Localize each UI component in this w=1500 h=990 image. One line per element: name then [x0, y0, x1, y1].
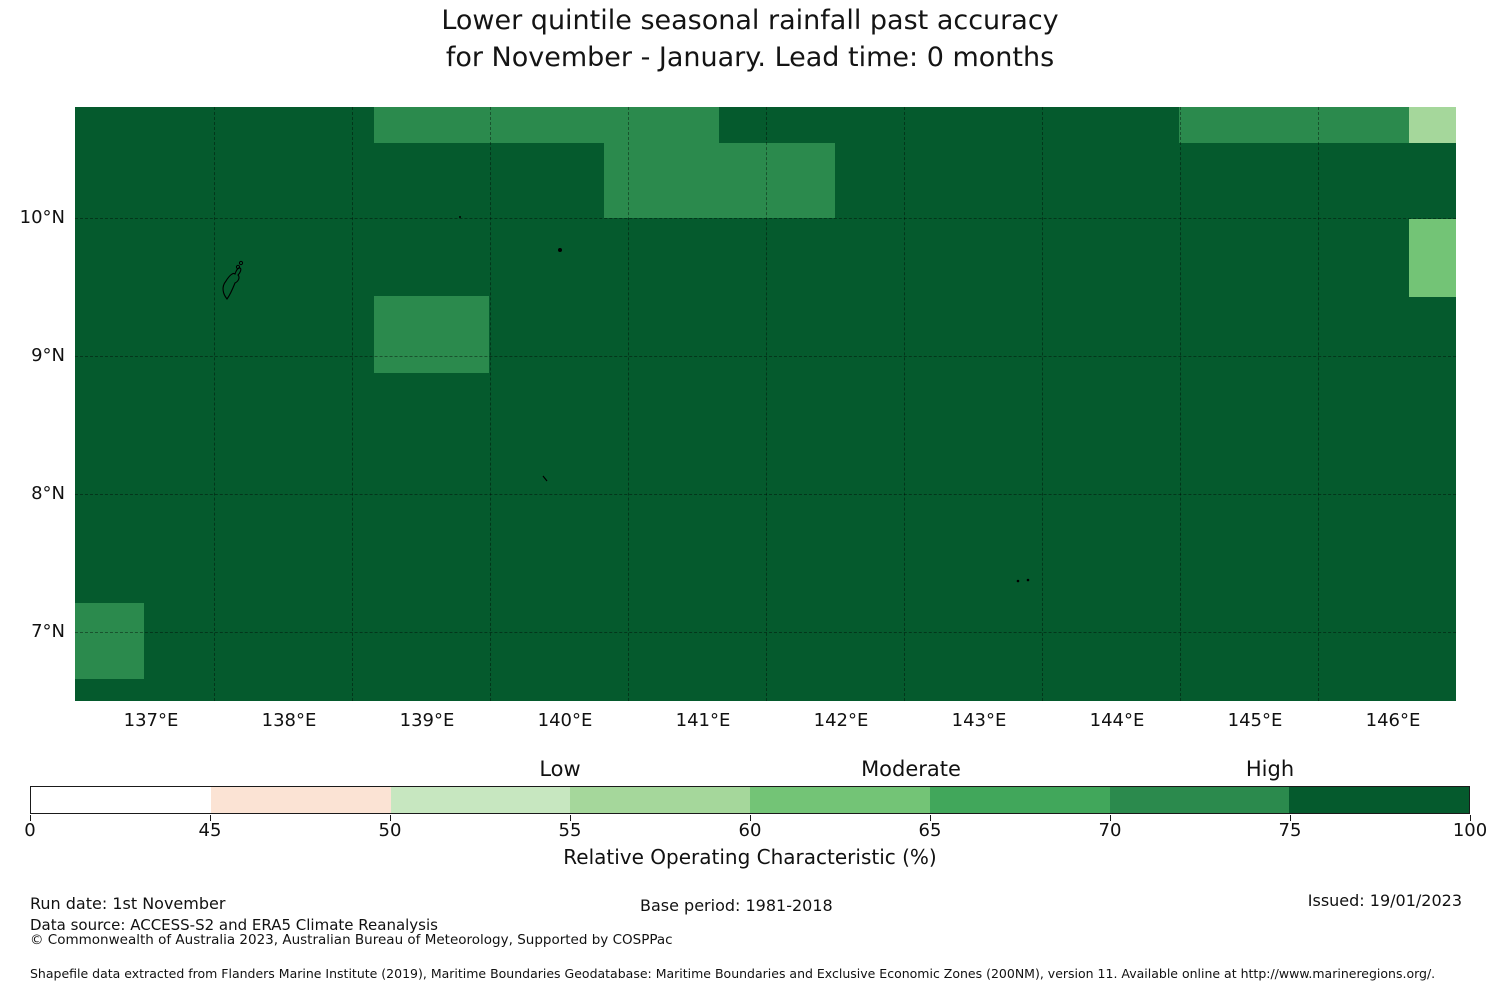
- colorbar-tick: [750, 815, 751, 821]
- lon-tick-label: 142°E: [813, 710, 869, 731]
- islet-dot: [459, 216, 461, 218]
- lon-tick-label: 137°E: [123, 710, 179, 731]
- latitude-gridline: [75, 632, 1456, 633]
- lon-tick-label: 140°E: [537, 710, 593, 731]
- grid-cell-roc-70-75: [1179, 107, 1409, 143]
- latitude-gridline: [75, 494, 1456, 495]
- lat-tick-label: 8°N: [31, 483, 65, 504]
- colorbar-tick-label: 60: [738, 820, 762, 841]
- colorbar-tick-label: 100: [1452, 820, 1488, 841]
- lon-tick-label: 143°E: [951, 710, 1007, 731]
- grid-cell-roc-70-75: [374, 296, 489, 373]
- colorbar-tick-label: 70: [1098, 820, 1122, 841]
- islet-streak: [542, 475, 548, 482]
- colorbar-segment-70-75: [1109, 787, 1290, 813]
- longitude-gridline: [1180, 107, 1181, 701]
- colorbar-tick-label: 65: [918, 820, 942, 841]
- lon-tick-label: 141°E: [675, 710, 731, 731]
- colorbar-tick-label: 75: [1278, 820, 1302, 841]
- islet-ring: [235, 264, 241, 270]
- latitude-gridline: [75, 218, 1456, 219]
- colorbar-tick: [1470, 815, 1471, 821]
- colorbar-tick: [210, 815, 211, 821]
- lon-tick-label: 145°E: [1227, 710, 1283, 731]
- base-period-text: Base period: 1981-2018: [640, 896, 833, 915]
- grid-cell-roc-70-75: [604, 143, 835, 218]
- colorbar-tick-label: 55: [558, 820, 582, 841]
- issued-date-text: Issued: 19/01/2023: [1307, 891, 1462, 910]
- colorbar-segment-0-45: [31, 787, 211, 813]
- longitude-gridline: [352, 107, 353, 701]
- islet-dot: [1026, 578, 1030, 582]
- island-overlay: [222, 216, 1030, 583]
- page-title: Lower quintile seasonal rainfall past ac…: [0, 2, 1500, 76]
- colorbar-segment-50-55: [390, 787, 571, 813]
- lat-tick-label: 9°N: [31, 345, 65, 366]
- title-line-2: for November - January. Lead time: 0 mon…: [445, 42, 1055, 73]
- data-source-text: Data source: ACCESS-S2 and ERA5 Climate …: [30, 916, 438, 934]
- colorbar-tick: [570, 815, 571, 821]
- longitude-gridline: [904, 107, 905, 701]
- map-panel: 10°N 9°N 8°N 7°N 137°E 138°E 139°E 140°E 141°E 14…: [20, 107, 1456, 731]
- longitude-gridline: [490, 107, 491, 701]
- colorbar-class-label-moderate: Moderate: [861, 757, 961, 781]
- longitude-gridline: [1042, 107, 1043, 701]
- colorbar-tick: [30, 815, 31, 821]
- longitude-gridline: [214, 107, 215, 701]
- colorbar-axis-label: Relative Operating Characteristic (%): [563, 845, 937, 869]
- title-line-1: Lower quintile seasonal rainfall past ac…: [441, 5, 1059, 36]
- colorbar-class-label-high: High: [1245, 757, 1295, 781]
- grid-cell-roc-55-60: [1409, 107, 1456, 143]
- islet-ring: [238, 260, 244, 266]
- grid-cell-roc-60-65: [1409, 219, 1456, 297]
- lat-tick-label: 10°N: [19, 207, 65, 228]
- longitude-gridline: [766, 107, 767, 701]
- colorbar-tick: [930, 815, 931, 821]
- lon-tick-label: 139°E: [399, 710, 455, 731]
- colorbar-class-label-low: Low: [539, 757, 581, 781]
- colorbar-tick: [390, 815, 391, 821]
- longitude-gridline: [1318, 107, 1319, 701]
- colorbar-tick-label: 0: [24, 820, 36, 841]
- lon-tick-label: 144°E: [1089, 710, 1145, 731]
- colorbar-segment-75-100: [1289, 787, 1469, 813]
- copyright-text: © Commonwealth of Australia 2023, Austra…: [30, 932, 673, 948]
- colorbar-segment-65-70: [929, 787, 1110, 813]
- shapefile-note-text: Shapefile data extracted from Flanders M…: [30, 966, 1436, 981]
- palau-island-outline: [222, 267, 242, 300]
- grid-cell-roc-70-75: [374, 107, 719, 143]
- colorbar-segment-45-50: [210, 787, 391, 813]
- colorbar-tick: [1110, 815, 1111, 821]
- colorbar: [30, 786, 1470, 814]
- longitude-gridline: [628, 107, 629, 701]
- lon-tick-label: 146°E: [1365, 710, 1421, 731]
- colorbar-segment-60-65: [750, 787, 930, 813]
- grid-cell-roc-70-75: [75, 603, 144, 679]
- lon-tick-label: 138°E: [261, 710, 317, 731]
- colorbar-segment-55-60: [570, 787, 750, 813]
- latitude-gridline: [75, 356, 1456, 357]
- islet-dot: [558, 248, 562, 252]
- lat-tick-label: 7°N: [31, 621, 65, 642]
- colorbar-tick: [1290, 815, 1291, 821]
- islet-dot: [1016, 579, 1020, 583]
- colorbar-tick-label: 45: [198, 820, 222, 841]
- run-date-text: Run date: 1st November: [30, 894, 226, 913]
- colorbar-tick-label: 50: [378, 820, 402, 841]
